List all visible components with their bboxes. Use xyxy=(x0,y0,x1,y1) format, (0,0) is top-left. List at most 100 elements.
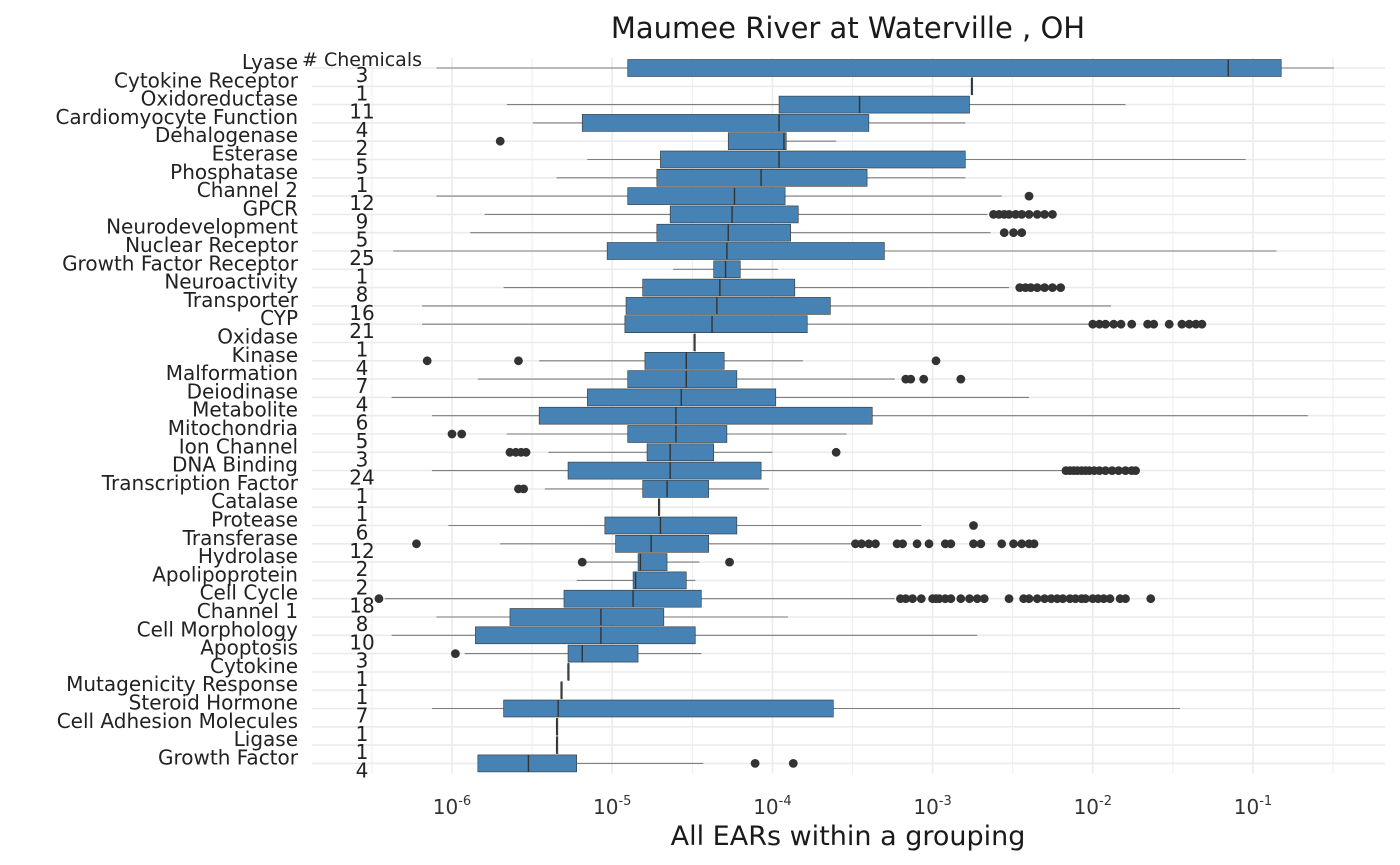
category-label: Ligase xyxy=(234,727,298,751)
iqr-box xyxy=(642,278,796,297)
chemical-count-label: 1 xyxy=(356,502,369,526)
chemical-count-label: 2 xyxy=(356,557,369,581)
outlier-point xyxy=(1143,319,1153,329)
iqr-box xyxy=(627,425,728,443)
outlier-point xyxy=(1026,283,1036,292)
category-label: Protease xyxy=(211,508,298,532)
iqr-box xyxy=(509,608,665,626)
iqr-box xyxy=(538,406,873,425)
category-label: CYP xyxy=(260,306,298,330)
outlier-point xyxy=(1024,191,1034,201)
iqr-box xyxy=(642,480,709,498)
outlier-point xyxy=(1121,594,1130,604)
chemical-count-label: 1 xyxy=(356,740,369,764)
chemical-count-label: 24 xyxy=(349,466,374,490)
outlier-point xyxy=(924,539,934,549)
outlier-point xyxy=(851,539,860,549)
chemical-count-label: 1 xyxy=(356,264,369,288)
chemical-count-label: 10 xyxy=(349,630,374,654)
outlier-point xyxy=(831,447,841,457)
iqr-box xyxy=(778,95,970,114)
outlier-point xyxy=(1105,594,1115,604)
category-label: Cardiomyocyte Function xyxy=(55,105,298,129)
x-tick-label: 10-3 xyxy=(913,794,951,819)
iqr-box xyxy=(627,187,786,205)
outlier-point xyxy=(450,649,460,658)
outlier-point xyxy=(908,594,917,604)
box-group xyxy=(505,443,841,462)
category-label: Neurodevelopment xyxy=(106,215,298,239)
box-group xyxy=(560,681,563,700)
iqr-box xyxy=(660,150,966,169)
category-label: Cell Cycle xyxy=(200,581,298,605)
box-group xyxy=(431,699,1180,718)
iqr-box xyxy=(475,626,696,645)
box-group xyxy=(412,534,1039,553)
iqr-box xyxy=(625,297,831,315)
outlier-point xyxy=(906,374,916,384)
iqr-box xyxy=(624,315,808,334)
outlier-point xyxy=(412,539,421,549)
box-group xyxy=(393,242,1277,260)
box-group xyxy=(477,370,966,388)
box-group xyxy=(422,297,1112,315)
outlier-point xyxy=(916,594,926,604)
chemical-count-label: 7 xyxy=(356,374,369,398)
outlier-point xyxy=(1032,283,1042,292)
chemical-count-label: 8 xyxy=(356,283,369,307)
box-group xyxy=(576,571,696,590)
chemical-count-label: 3 xyxy=(356,63,369,87)
chemical-count-label: 1 xyxy=(356,81,369,105)
chemical-count-label: 18 xyxy=(349,594,374,618)
category-label: Transferase xyxy=(182,526,298,550)
box-group xyxy=(693,333,696,352)
iqr-box xyxy=(632,571,687,590)
box-group xyxy=(422,351,941,370)
outlier-point xyxy=(1017,228,1027,238)
category-label: Apoptosis xyxy=(200,636,298,660)
box-group xyxy=(450,644,702,663)
outlier-point xyxy=(1029,539,1039,549)
outlier-point xyxy=(898,539,908,549)
iqr-box xyxy=(477,754,577,773)
iqr-box xyxy=(627,370,738,388)
iqr-box xyxy=(604,516,738,535)
outlier-point xyxy=(912,539,922,549)
category-label: GPCR xyxy=(243,196,299,220)
outlier-point xyxy=(1048,210,1057,219)
chemical-count-label: 7 xyxy=(356,704,369,728)
chemical-count-label: 6 xyxy=(356,411,369,435)
chemical-count-label: 16 xyxy=(349,301,374,325)
box-group xyxy=(587,150,1246,169)
box-group xyxy=(567,663,570,681)
count-column-header: # Chemicals xyxy=(302,49,422,71)
category-label: Channel 2 xyxy=(197,178,298,202)
outlier-point xyxy=(1164,319,1174,329)
iqr-box xyxy=(615,534,709,553)
outlier-point xyxy=(1146,594,1156,604)
outlier-point xyxy=(946,594,956,604)
outlier-point xyxy=(1095,319,1104,329)
box-group xyxy=(532,114,966,132)
outlier-point xyxy=(931,356,941,366)
x-tick-label: 10-6 xyxy=(433,794,471,819)
outlier-point xyxy=(1032,210,1042,219)
chemical-count-label: 25 xyxy=(349,246,374,270)
box-group xyxy=(495,132,837,150)
outlier-point xyxy=(1101,466,1110,475)
category-label: Lyase xyxy=(242,50,298,74)
category-label: Neuroactivity xyxy=(164,270,298,294)
outlier-point xyxy=(946,539,956,549)
outlier-point xyxy=(495,136,505,146)
outlier-point xyxy=(1088,319,1098,329)
outlier-point xyxy=(521,447,531,457)
outlier-point xyxy=(1131,466,1141,475)
category-label: Transporter xyxy=(183,288,299,312)
box-group xyxy=(657,498,661,517)
category-label: Ion Channel xyxy=(179,434,298,458)
box-group xyxy=(555,717,559,736)
chemical-count-label: 1 xyxy=(356,338,369,362)
iqr-box xyxy=(606,242,885,260)
box-group xyxy=(503,278,1066,297)
